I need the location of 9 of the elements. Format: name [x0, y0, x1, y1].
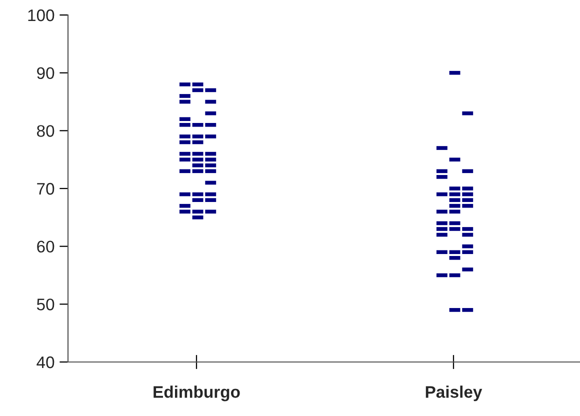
y-tick-label: 60 — [37, 240, 54, 253]
y-tick-label: 90 — [37, 67, 54, 80]
y-tick-label: 100 — [28, 9, 54, 22]
x-tick-label: Edimburgo — [154, 386, 240, 402]
x-tick-label: Paisley — [426, 386, 482, 402]
y-tick-label: 50 — [36, 298, 54, 310]
y-tick-label: 70 — [37, 182, 54, 195]
y-tick-label: 80 — [36, 125, 54, 137]
y-tick-label: 40 — [36, 356, 54, 368]
